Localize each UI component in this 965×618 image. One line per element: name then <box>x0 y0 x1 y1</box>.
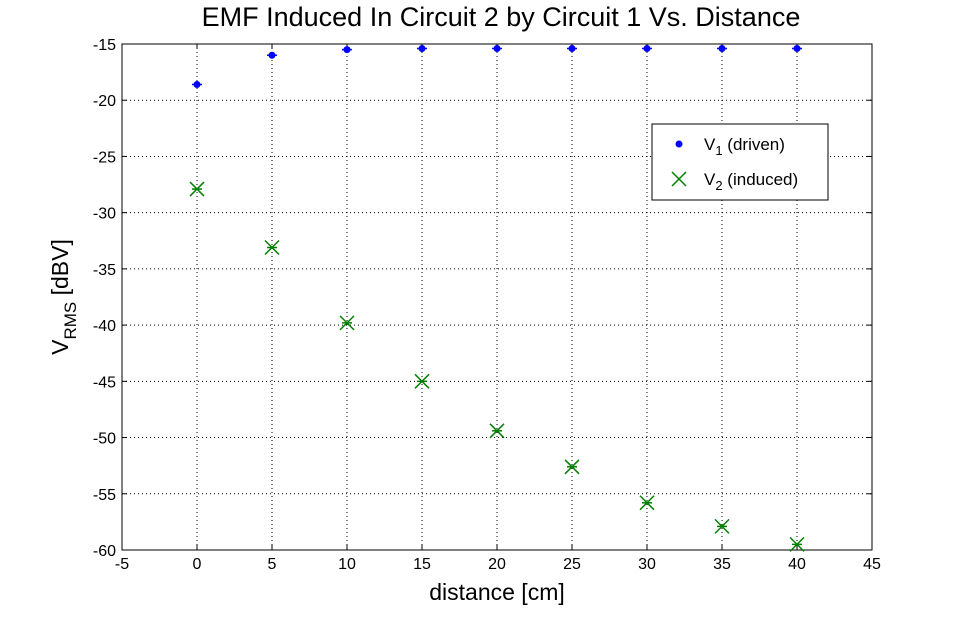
chart-title: EMF Induced In Circuit 2 by Circuit 1 Vs… <box>202 2 801 32</box>
y-tick-label: -40 <box>93 318 116 335</box>
data-point-v2 <box>414 373 430 389</box>
data-point-v2 <box>639 495 655 511</box>
y-axis-label-main: V <box>47 339 73 355</box>
x-tick-label: 5 <box>268 556 277 573</box>
x-axis-label: distance [cm] <box>429 579 565 605</box>
y-tick-label: -55 <box>93 487 116 504</box>
x-tick-label: 30 <box>638 556 656 573</box>
data-point-v2 <box>339 315 355 331</box>
y-axis-label: VRMS [dBV] <box>47 239 80 355</box>
data-point-v2 <box>489 423 505 439</box>
y-axis-label-unit: [dBV] <box>47 239 73 302</box>
x-tick-label: 45 <box>863 556 881 573</box>
x-tick-label: 35 <box>713 556 731 573</box>
legend-marker-v2 <box>671 171 687 187</box>
x-tick-label: 40 <box>788 556 806 573</box>
data-point-v2 <box>264 239 280 256</box>
data-layer <box>189 44 805 552</box>
legend-marker-v1 <box>675 140 683 148</box>
x-tick-label: 25 <box>563 556 581 573</box>
data-point-v2 <box>714 518 730 534</box>
y-tick-label: -45 <box>93 374 116 391</box>
x-tick-label: -5 <box>115 556 129 573</box>
y-tick-label: -15 <box>93 37 116 54</box>
y-tick-label: -60 <box>93 543 116 560</box>
data-point-v2 <box>789 536 805 552</box>
x-tick-label: 20 <box>488 556 506 573</box>
x-tick-label: 0 <box>193 556 202 573</box>
legend-entry-v2: V2 (induced) <box>704 170 798 193</box>
x-tick-label: 15 <box>413 556 431 573</box>
legend-entry-v1: V1 (driven) <box>704 135 785 158</box>
y-axis-label-sub: RMS <box>61 302 80 340</box>
y-tick-label: -50 <box>93 431 116 448</box>
y-tick-label: -30 <box>93 206 116 223</box>
data-point-v2 <box>189 181 205 197</box>
x-tick-label: 10 <box>338 556 356 573</box>
legend: V1 (driven) V2 (induced) <box>651 123 829 201</box>
y-tick-label: -20 <box>93 93 116 110</box>
y-tick-label: -25 <box>93 149 116 166</box>
data-point-v2 <box>564 459 580 475</box>
y-tick-label: -35 <box>93 262 116 279</box>
legend-box <box>651 123 829 201</box>
